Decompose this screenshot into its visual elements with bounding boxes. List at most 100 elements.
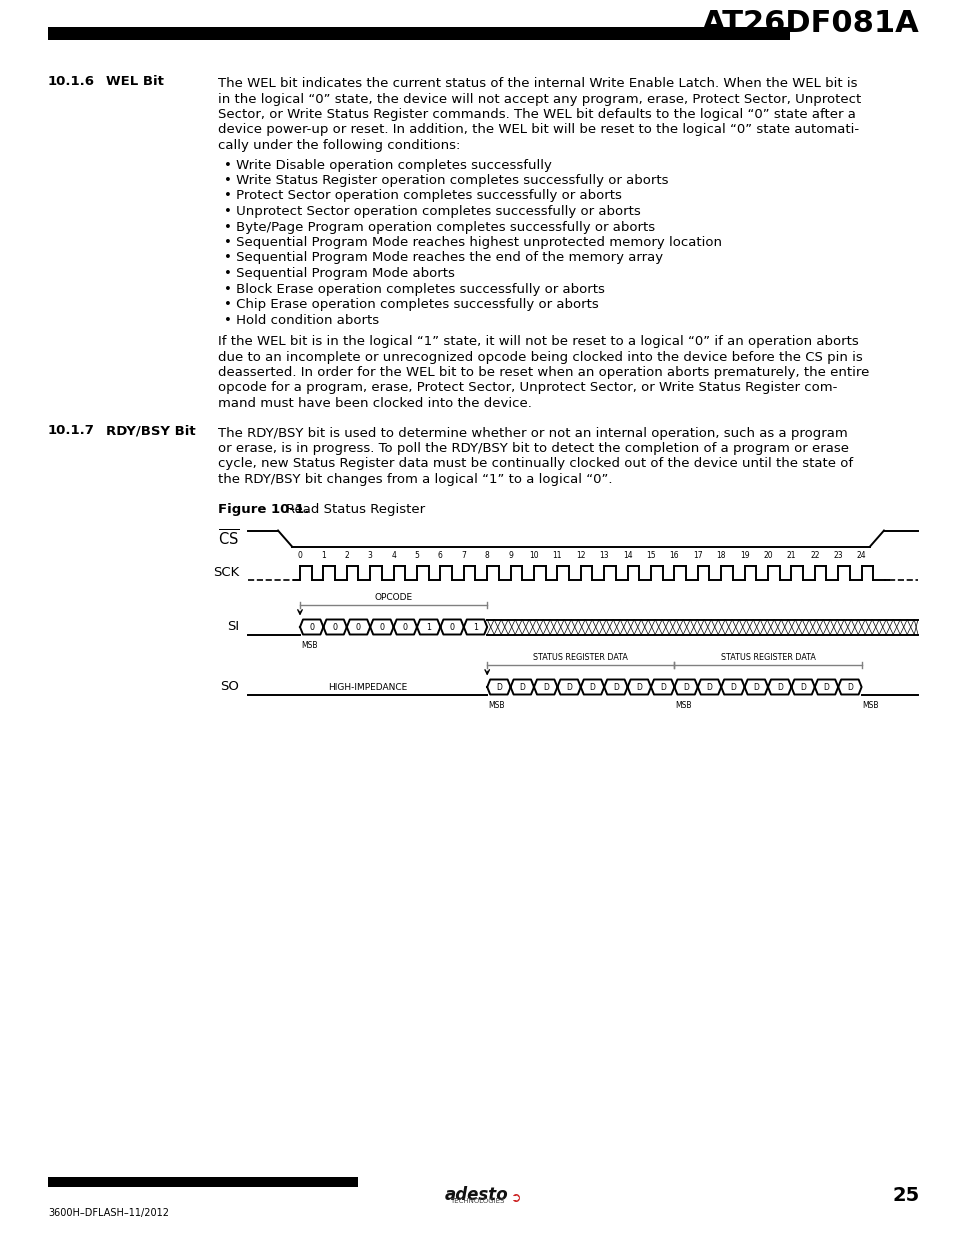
Text: D: D xyxy=(846,683,852,692)
Text: HIGH-IMPEDANCE: HIGH-IMPEDANCE xyxy=(328,683,407,692)
Bar xyxy=(48,27,789,40)
Text: 3: 3 xyxy=(367,551,373,559)
Text: 22: 22 xyxy=(809,551,819,559)
Text: adesto: adesto xyxy=(445,1186,508,1204)
Text: D: D xyxy=(589,683,595,692)
Text: • Chip Erase operation completes successfully or aborts: • Chip Erase operation completes success… xyxy=(224,298,598,311)
Text: • Block Erase operation completes successfully or aborts: • Block Erase operation completes succes… xyxy=(224,283,604,295)
Text: MSB: MSB xyxy=(675,701,691,710)
Text: MSB: MSB xyxy=(301,641,317,651)
Text: D: D xyxy=(706,683,712,692)
Text: deasserted. In order for the WEL bit to be reset when an operation aborts premat: deasserted. In order for the WEL bit to … xyxy=(218,366,868,379)
Text: D: D xyxy=(776,683,781,692)
Text: 25: 25 xyxy=(892,1186,919,1205)
Text: $\overline{\mathrm{CS}}$: $\overline{\mathrm{CS}}$ xyxy=(217,529,239,548)
Text: • Unprotect Sector operation completes successfully or aborts: • Unprotect Sector operation completes s… xyxy=(224,205,640,219)
Text: 23: 23 xyxy=(833,551,842,559)
Text: • Sequential Program Mode reaches the end of the memory array: • Sequential Program Mode reaches the en… xyxy=(224,252,662,264)
Text: The WEL bit indicates the current status of the internal Write Enable Latch. Whe: The WEL bit indicates the current status… xyxy=(218,77,857,90)
Text: • Hold condition aborts: • Hold condition aborts xyxy=(224,314,378,326)
Text: STATUS REGISTER DATA: STATUS REGISTER DATA xyxy=(533,652,628,662)
Text: opcode for a program, erase, Protect Sector, Unprotect Sector, or Write Status R: opcode for a program, erase, Protect Sec… xyxy=(218,382,837,394)
Text: ➲: ➲ xyxy=(510,1192,520,1205)
Text: cally under the following conditions:: cally under the following conditions: xyxy=(218,140,460,152)
Text: SO: SO xyxy=(220,680,239,694)
Text: D: D xyxy=(659,683,665,692)
Text: 8: 8 xyxy=(484,551,489,559)
Text: 0: 0 xyxy=(449,622,455,631)
Text: the RDY/BSY bit changes from a logical “1” to a logical “0”.: the RDY/BSY bit changes from a logical “… xyxy=(218,473,612,487)
Text: D: D xyxy=(753,683,759,692)
Text: or erase, is in progress. To poll the RDY/BSY bit to detect the completion of a : or erase, is in progress. To poll the RD… xyxy=(218,442,848,454)
Text: 10.1.7: 10.1.7 xyxy=(48,425,94,437)
Text: STATUS REGISTER DATA: STATUS REGISTER DATA xyxy=(720,652,815,662)
Text: WEL Bit: WEL Bit xyxy=(106,75,164,88)
Text: 1: 1 xyxy=(473,622,477,631)
Text: 0: 0 xyxy=(402,622,407,631)
Text: 3600H–DFLASH–11/2012: 3600H–DFLASH–11/2012 xyxy=(48,1208,169,1218)
Text: D: D xyxy=(636,683,641,692)
Text: 24: 24 xyxy=(856,551,865,559)
Text: D: D xyxy=(496,683,501,692)
Text: 0: 0 xyxy=(309,622,314,631)
Text: 16: 16 xyxy=(669,551,679,559)
Text: • Byte/Page Program operation completes successfully or aborts: • Byte/Page Program operation completes … xyxy=(224,221,655,233)
Text: Sector, or Write Status Register commands. The WEL bit defaults to the logical “: Sector, or Write Status Register command… xyxy=(218,107,855,121)
Text: 10: 10 xyxy=(529,551,538,559)
Text: • Sequential Program Mode aborts: • Sequential Program Mode aborts xyxy=(224,267,455,280)
Text: D: D xyxy=(542,683,548,692)
Text: 1: 1 xyxy=(321,551,325,559)
Text: TECHNOLOGIES: TECHNOLOGIES xyxy=(450,1198,503,1204)
Text: 10.1.6: 10.1.6 xyxy=(48,75,95,88)
Text: 0: 0 xyxy=(379,622,384,631)
Text: 12: 12 xyxy=(576,551,585,559)
Text: 11: 11 xyxy=(552,551,561,559)
Text: • Protect Sector operation completes successfully or aborts: • Protect Sector operation completes suc… xyxy=(224,189,621,203)
Text: 5: 5 xyxy=(415,551,419,559)
Text: 15: 15 xyxy=(645,551,655,559)
Text: 17: 17 xyxy=(692,551,701,559)
Text: 1: 1 xyxy=(426,622,431,631)
Text: D: D xyxy=(518,683,525,692)
Text: 20: 20 xyxy=(762,551,772,559)
Text: in the logical “0” state, the device will not accept any program, erase, Protect: in the logical “0” state, the device wil… xyxy=(218,93,861,105)
Text: • Sequential Program Mode reaches highest unprotected memory location: • Sequential Program Mode reaches highes… xyxy=(224,236,721,249)
Bar xyxy=(48,1177,357,1187)
Text: D: D xyxy=(822,683,828,692)
Text: D: D xyxy=(613,683,618,692)
Text: • Write Disable operation completes successfully: • Write Disable operation completes succ… xyxy=(224,158,551,172)
Text: RDY/BSY Bit: RDY/BSY Bit xyxy=(106,425,195,437)
Text: 6: 6 xyxy=(437,551,442,559)
Text: 4: 4 xyxy=(391,551,395,559)
Text: Figure 10-1.: Figure 10-1. xyxy=(218,503,309,515)
Text: D: D xyxy=(565,683,572,692)
Text: D: D xyxy=(682,683,688,692)
Text: 14: 14 xyxy=(622,551,632,559)
Text: SI: SI xyxy=(227,620,239,634)
Text: 2: 2 xyxy=(344,551,349,559)
Text: 19: 19 xyxy=(739,551,749,559)
Text: • Write Status Register operation completes successfully or aborts: • Write Status Register operation comple… xyxy=(224,174,668,186)
Text: AT26DF081A: AT26DF081A xyxy=(701,9,919,38)
Text: SCK: SCK xyxy=(213,566,239,579)
Text: 0: 0 xyxy=(355,622,360,631)
Text: D: D xyxy=(800,683,805,692)
Text: due to an incomplete or unrecognized opcode being clocked into the device before: due to an incomplete or unrecognized opc… xyxy=(218,351,862,363)
Text: 0: 0 xyxy=(297,551,302,559)
Text: 18: 18 xyxy=(716,551,725,559)
Text: 21: 21 xyxy=(786,551,796,559)
Text: 7: 7 xyxy=(461,551,466,559)
Text: 0: 0 xyxy=(333,622,337,631)
Text: D: D xyxy=(729,683,735,692)
Text: OPCODE: OPCODE xyxy=(375,593,413,601)
Text: 13: 13 xyxy=(598,551,608,559)
Text: MSB: MSB xyxy=(488,701,504,710)
Text: MSB: MSB xyxy=(862,701,878,710)
Text: 9: 9 xyxy=(508,551,513,559)
Text: mand must have been clocked into the device.: mand must have been clocked into the dev… xyxy=(218,396,532,410)
Text: Read Status Register: Read Status Register xyxy=(286,503,425,515)
Text: If the WEL bit is in the logical “1” state, it will not be reset to a logical “0: If the WEL bit is in the logical “1” sta… xyxy=(218,335,858,348)
Text: device power-up or reset. In addition, the WEL bit will be reset to the logical : device power-up or reset. In addition, t… xyxy=(218,124,859,137)
Text: cycle, new Status Register data must be continually clocked out of the device un: cycle, new Status Register data must be … xyxy=(218,457,852,471)
Text: The RDY/BSY bit is used to determine whether or not an internal operation, such : The RDY/BSY bit is used to determine whe… xyxy=(218,426,847,440)
